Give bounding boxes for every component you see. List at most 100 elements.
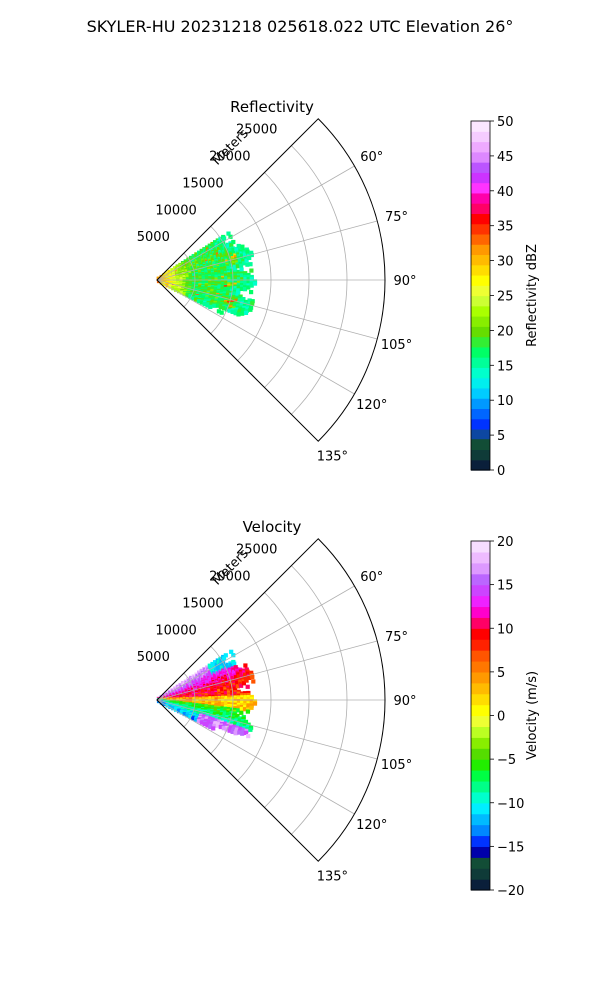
echo-cell xyxy=(227,728,232,733)
range-tick-label: 25000 xyxy=(236,123,277,138)
colorbar-swatch xyxy=(471,791,490,804)
colorbar-swatch xyxy=(471,704,490,717)
echo-cell xyxy=(229,243,234,248)
echo-cell xyxy=(224,727,229,732)
angle-tick-label: 60° xyxy=(360,570,383,585)
echo-cell xyxy=(194,297,199,302)
colorbar-tick-label: 20 xyxy=(497,535,514,550)
echo-cell xyxy=(249,694,254,700)
azimuth-line xyxy=(156,585,355,701)
echo-cell xyxy=(249,290,254,295)
echo-cell xyxy=(221,661,226,666)
echo-cell xyxy=(241,681,246,686)
colorbar: −20 −15 −10 −5 0 5 10 15 20 Velocity (m/s) xyxy=(470,535,540,899)
echo-cell xyxy=(236,708,241,713)
angle-tick-label: 135° xyxy=(317,449,348,464)
colorbar-tick-label: 5 xyxy=(497,429,505,444)
echo-cell xyxy=(199,720,204,725)
angle-tick-label: 105° xyxy=(381,338,412,353)
echo-cell xyxy=(248,307,253,312)
angle-tick-label: 75° xyxy=(385,630,408,645)
echo-cell xyxy=(235,264,240,269)
echo-cell xyxy=(249,703,254,708)
colorbar-tick-label: 20 xyxy=(497,324,514,339)
echo-cell xyxy=(246,671,251,676)
echo-cell xyxy=(221,241,226,246)
echo-cell xyxy=(191,716,196,721)
echo-cell xyxy=(245,684,250,689)
colorbar-swatch xyxy=(471,824,490,837)
colorbar-swatch xyxy=(471,879,490,891)
echo-cell xyxy=(249,697,254,702)
echo-cell xyxy=(188,294,193,299)
colorbar-tick-label: 10 xyxy=(497,622,514,637)
sector-frame xyxy=(156,118,386,442)
colorbar-tick-label: 10 xyxy=(497,394,514,409)
echo-cell xyxy=(230,309,235,314)
echo-cell xyxy=(171,286,176,291)
colorbar-swatch xyxy=(471,295,490,307)
echo-cell xyxy=(240,731,245,736)
echo-cell xyxy=(205,723,210,728)
colorbar-swatch xyxy=(471,813,490,826)
echo-cell xyxy=(240,244,245,249)
echo-cell xyxy=(231,239,236,245)
echo-cell xyxy=(212,303,217,308)
colorbar-label: Velocity (m/s) xyxy=(525,671,540,760)
colorbar-swatch xyxy=(471,182,490,194)
echo-cell xyxy=(236,290,241,295)
colorbar-swatch xyxy=(471,770,490,782)
echo-cell xyxy=(247,298,252,303)
echo-cell xyxy=(226,664,231,669)
echo-cell xyxy=(208,304,213,309)
echo-cell xyxy=(239,267,244,272)
colorbar-swatch xyxy=(471,639,490,651)
azimuth-line xyxy=(156,699,355,815)
echo-cell xyxy=(243,663,248,668)
colorbar-tick-label: 0 xyxy=(497,710,505,725)
echo-cell xyxy=(244,678,249,683)
colorbar-swatch xyxy=(471,835,490,847)
echo-cell xyxy=(248,262,253,267)
colorbar-swatch xyxy=(471,650,490,662)
colorbar-swatch xyxy=(471,223,490,235)
echo-cell xyxy=(252,279,258,284)
echo-cell xyxy=(185,293,190,298)
colorbar-swatch xyxy=(471,151,490,163)
colorbar-swatch xyxy=(471,562,490,575)
colorbar-swatch xyxy=(471,857,490,869)
echo-cell xyxy=(245,262,250,267)
echo-cell xyxy=(243,730,249,735)
colorbar-swatch xyxy=(471,357,490,368)
echo-cell xyxy=(176,709,182,714)
colorbar: 0 5 10 15 20 25 30 35 40 45 50 Reflectivity dBZ xyxy=(470,115,540,479)
echo-cell xyxy=(222,656,227,661)
colorbar-swatch xyxy=(471,449,490,461)
echo-cell xyxy=(188,714,193,719)
echo-cell xyxy=(179,710,184,715)
colorbar-tick-label: 50 xyxy=(497,115,514,130)
echo-cell xyxy=(165,703,170,708)
panel-reflectivity: Reflectivity500010000150002000025000Mete… xyxy=(137,98,540,479)
range-tick-label: 5000 xyxy=(137,650,170,665)
echo-cell xyxy=(249,705,254,710)
colorbar-swatch xyxy=(471,398,490,410)
echo-cell xyxy=(205,303,210,308)
colorbar-swatch xyxy=(471,285,490,297)
colorbar-swatch xyxy=(471,595,490,608)
echo-cell xyxy=(212,723,217,728)
azimuth-line xyxy=(156,220,378,281)
colorbar-label: Reflectivity dBZ xyxy=(525,244,540,347)
colorbar-tick-label: 25 xyxy=(497,290,514,305)
echo-cell xyxy=(171,706,176,711)
colorbar-swatch xyxy=(471,715,490,728)
colorbar-swatch xyxy=(471,377,490,389)
colorbar-swatch xyxy=(471,617,490,629)
echo-cell xyxy=(251,679,256,684)
colorbar-swatch xyxy=(471,780,490,793)
colorbar-swatch xyxy=(471,254,490,266)
echo-cell xyxy=(168,284,173,289)
colorbar-tick-label: 30 xyxy=(497,255,514,270)
echo-cell xyxy=(168,704,173,709)
